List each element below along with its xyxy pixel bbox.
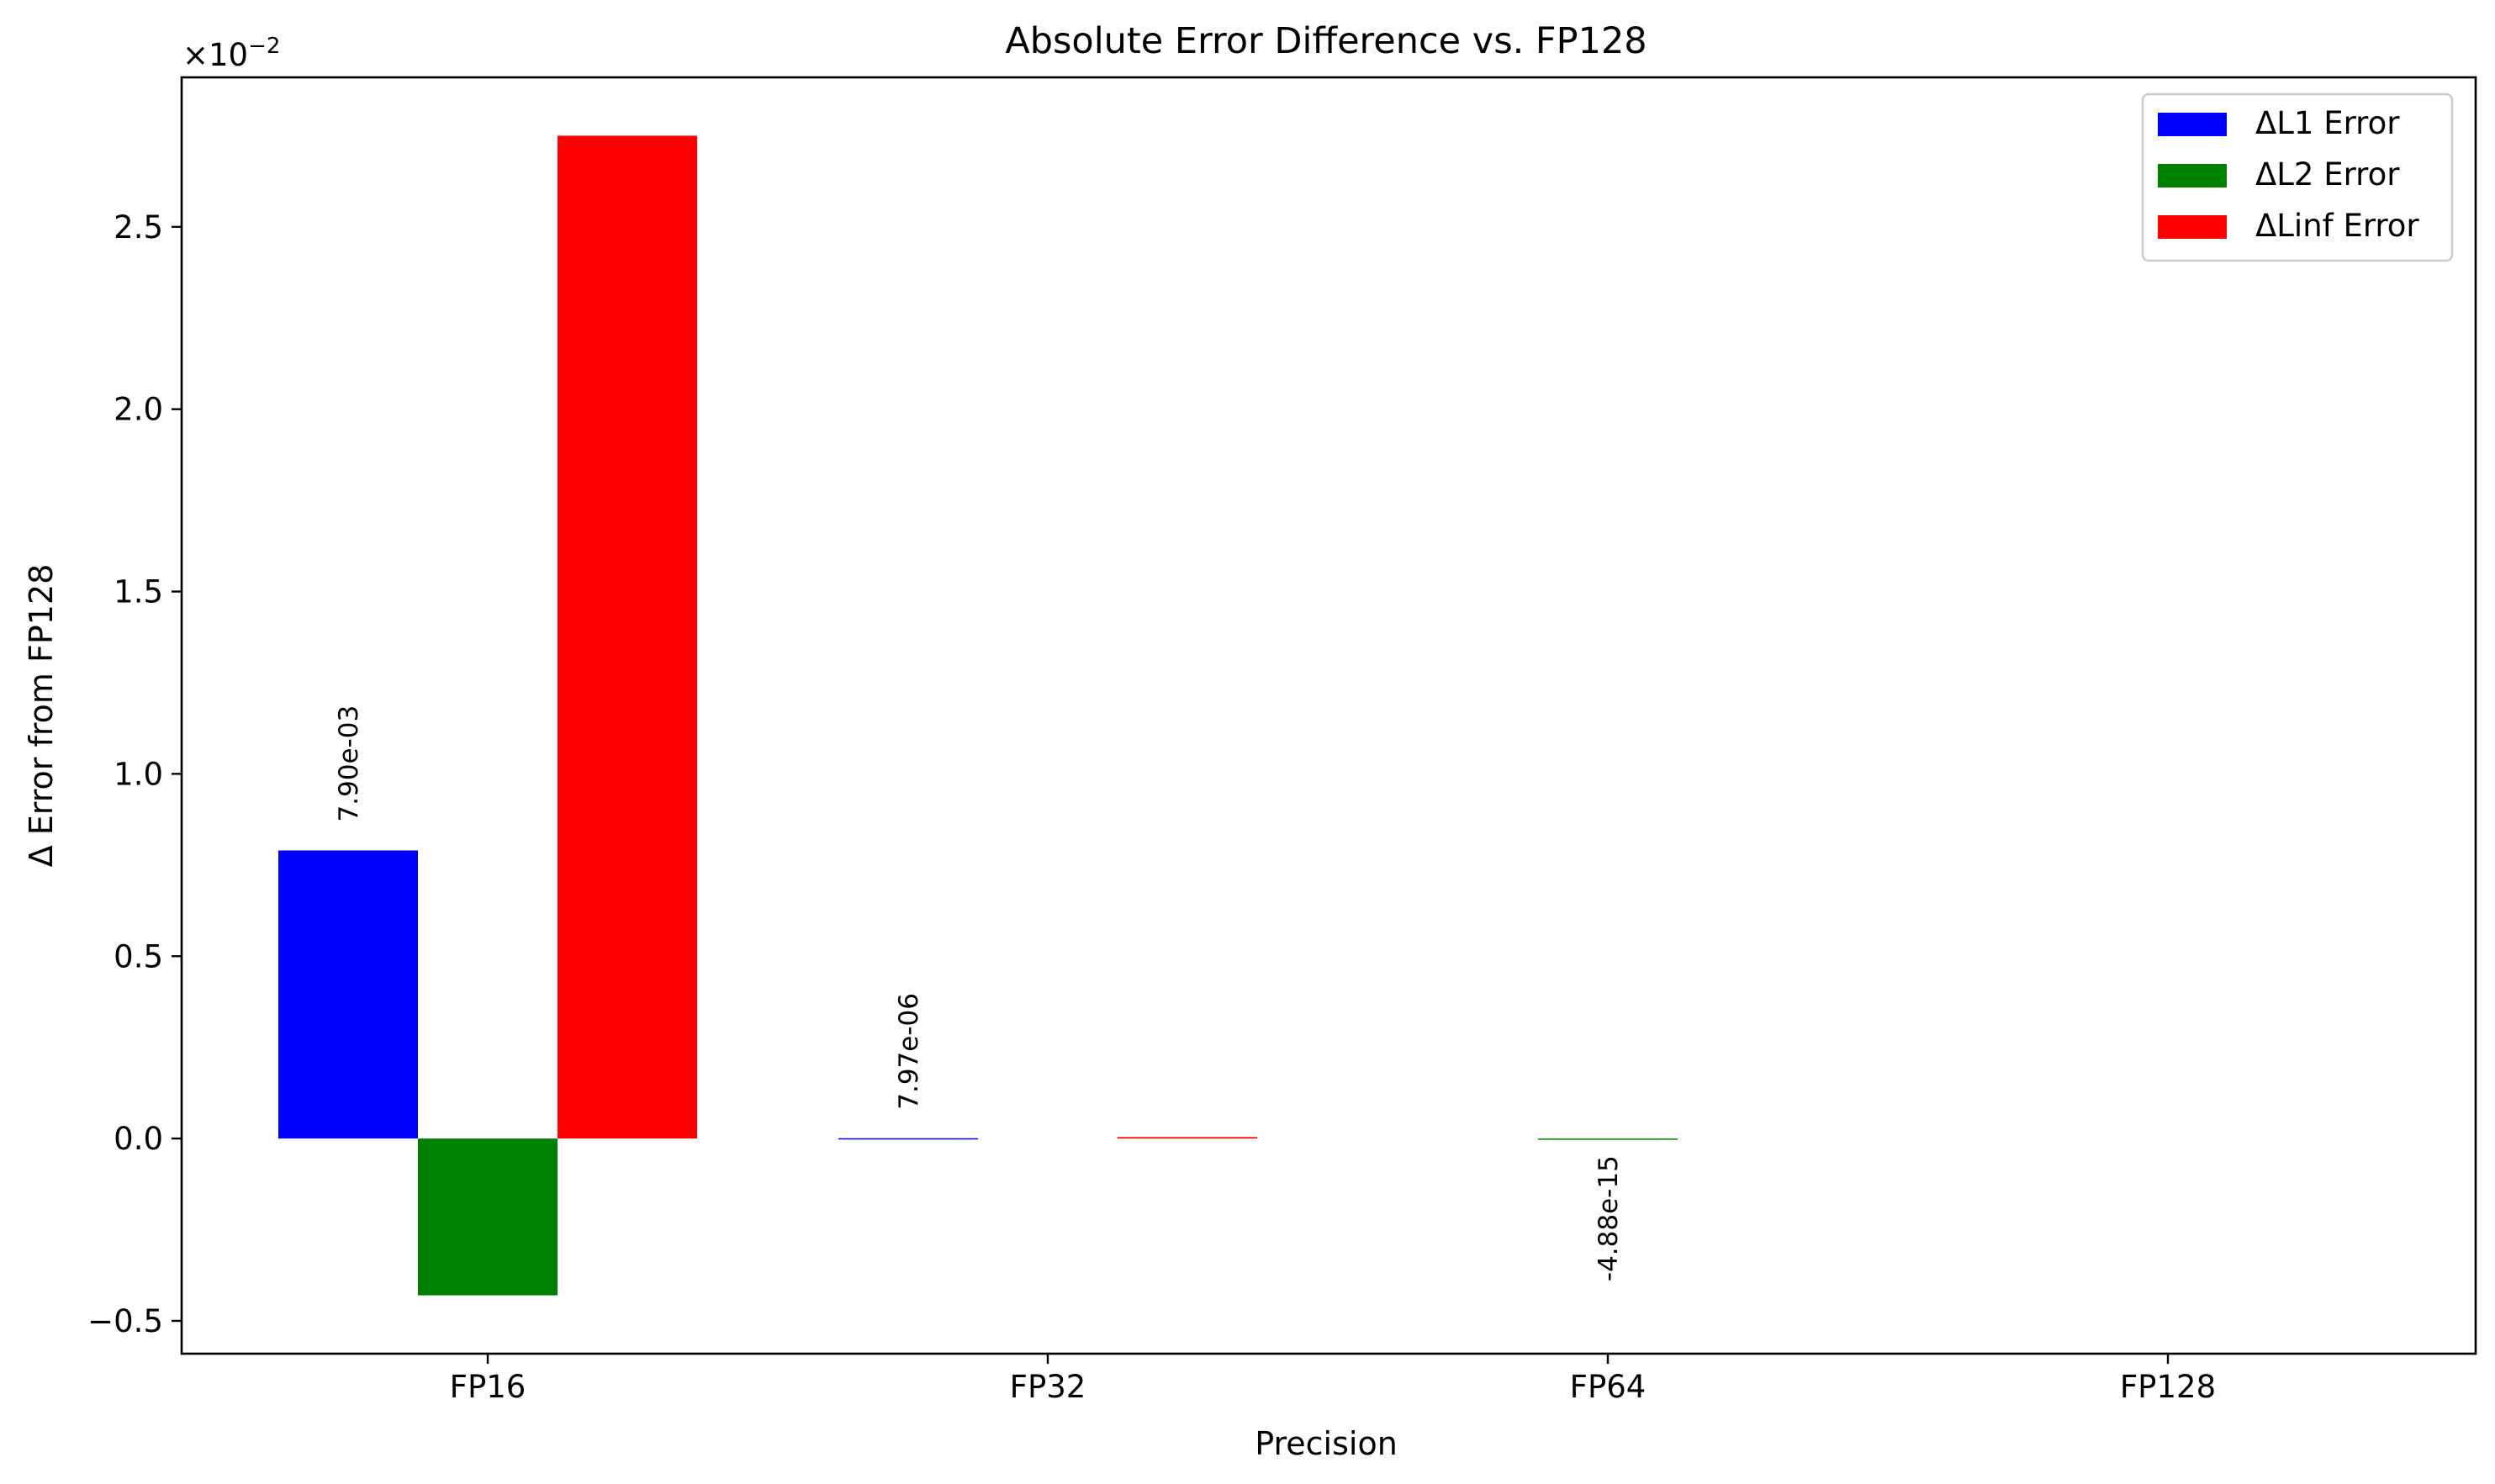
chart-title: Absolute Error Difference vs. FP128 bbox=[1005, 20, 1647, 62]
y-offset-exponent: −2 bbox=[248, 34, 280, 59]
bar bbox=[838, 1138, 978, 1140]
y-tick-label: 2.0 bbox=[114, 392, 163, 428]
y-tick-label: 1.0 bbox=[114, 756, 163, 792]
bars bbox=[278, 135, 1678, 1296]
data-labels: 7.90e-03 7.97e-06 -4.88e-15 bbox=[334, 705, 1624, 1281]
y-tick-label: 2.5 bbox=[114, 209, 163, 246]
plot-area: 7.90e-03 7.97e-06 -4.88e-15 bbox=[180, 76, 2477, 1355]
y-axis: −0.5 0.0 0.5 1.0 1.5 2.0 2.5 bbox=[87, 209, 182, 1339]
y-tick-label: 0.0 bbox=[114, 1121, 163, 1157]
y-tick-label: −0.5 bbox=[87, 1303, 163, 1339]
bar bbox=[1118, 1137, 1257, 1139]
bar bbox=[278, 850, 418, 1139]
legend-label: ΔLinf Error bbox=[2255, 208, 2419, 244]
y-tick-label: 0.5 bbox=[114, 938, 163, 974]
bar bbox=[1538, 1138, 1678, 1140]
x-tick-label: FP64 bbox=[1570, 1369, 1647, 1405]
y-tick-label: 1.5 bbox=[114, 574, 163, 610]
x-axis-label: Precision bbox=[1255, 1425, 1398, 1462]
legend: ΔL1 Error ΔL2 Error ΔLinf Error bbox=[2141, 92, 2454, 262]
x-axis: FP16 FP32 FP64 FP128 bbox=[450, 1354, 2216, 1405]
bar bbox=[418, 1138, 558, 1296]
legend-swatch bbox=[2158, 113, 2227, 136]
plot-frame bbox=[180, 76, 2477, 1355]
data-label: 7.90e-03 bbox=[334, 705, 364, 822]
x-tick-label: FP16 bbox=[450, 1369, 526, 1405]
y-offset-label: ×10−2 bbox=[182, 34, 280, 73]
y-axis-label: Δ Error from FP128 bbox=[23, 564, 60, 868]
y-offset-base: ×10 bbox=[182, 37, 248, 73]
legend-label: ΔL1 Error bbox=[2255, 105, 2400, 141]
legend-swatch bbox=[2158, 164, 2227, 187]
legend-swatch bbox=[2158, 215, 2227, 239]
data-label: 7.97e-06 bbox=[894, 993, 924, 1110]
bar bbox=[558, 135, 697, 1139]
legend-label: ΔL2 Error bbox=[2255, 156, 2400, 193]
x-tick-label: FP32 bbox=[1010, 1369, 1086, 1405]
x-tick-label: FP128 bbox=[2120, 1369, 2216, 1405]
data-label: -4.88e-15 bbox=[1594, 1155, 1624, 1281]
legend-items: ΔL1 Error ΔL2 Error ΔLinf Error bbox=[2158, 105, 2419, 244]
